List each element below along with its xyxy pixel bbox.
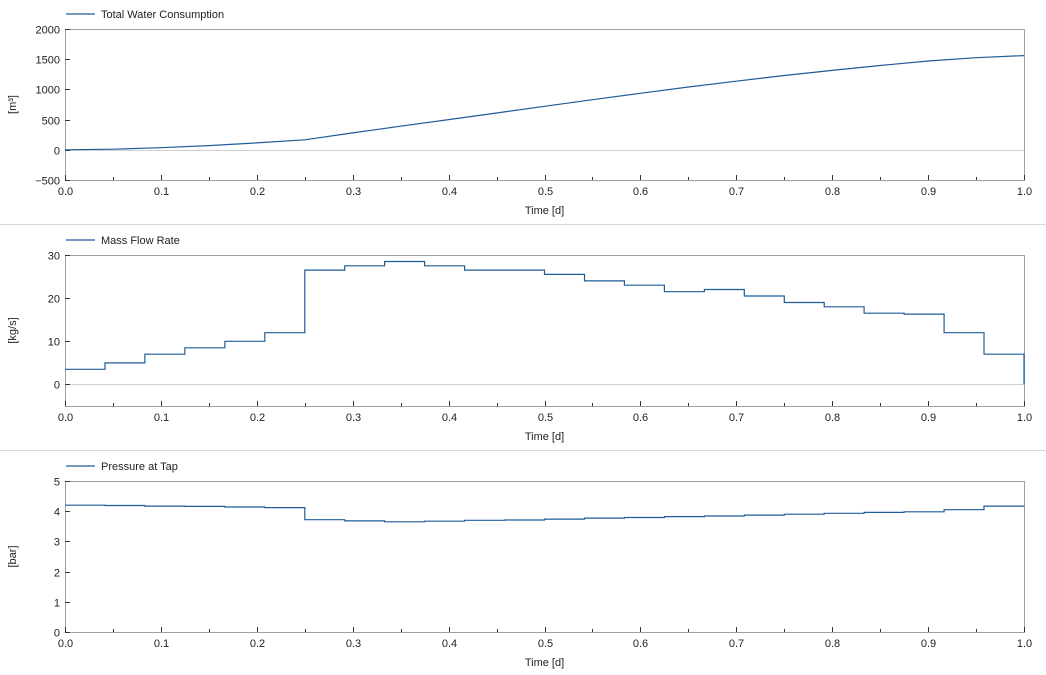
x-tick-label: 0.3 [346, 186, 361, 198]
y-tick-label: −500 [35, 176, 60, 188]
x-tick-label: 1.0 [1017, 186, 1032, 198]
series-line [65, 260, 1025, 385]
x-tick-label: 0.3 [346, 412, 361, 424]
legend: Mass Flow Rate [66, 235, 180, 247]
x-tick-label: 0.0 [58, 412, 73, 424]
x-tick-label: 0.5 [538, 638, 553, 650]
plot-frame [65, 29, 1025, 181]
x-tick-label: 0.2 [250, 412, 265, 424]
y-tick-label: 30 [48, 251, 60, 263]
x-tick-label: 0.6 [633, 412, 648, 424]
y-tick-label: 20 [48, 294, 60, 306]
x-tick-label: 0.9 [921, 186, 936, 198]
x-tick-label: 0.0 [58, 638, 73, 650]
x-tick-label: 0.4 [442, 412, 457, 424]
x-tick-label: 0.4 [442, 186, 457, 198]
x-axis-label: Time [d] [525, 431, 564, 443]
legend-label: Pressure at Tap [101, 461, 178, 473]
y-tick-label: 2 [54, 568, 60, 580]
legend: Pressure at Tap [66, 461, 178, 473]
y-tick-label: 4 [54, 507, 60, 519]
series-line [65, 504, 1025, 523]
x-tick-label: 0.2 [250, 186, 265, 198]
panel-mass-flow-rate: Mass Flow Rate 0.0 0.1 0.2 0.3 0.4 0.5 0.6 0.7 0… [7, 235, 1032, 443]
plot-frame [65, 255, 1025, 407]
y-tick-label: 0 [54, 146, 60, 158]
x-tick-label: 0.9 [921, 412, 936, 424]
y-tick-label: 2000 [36, 25, 60, 37]
x-tick-label: 1.0 [1017, 412, 1032, 424]
plot-area: 0.0 0.1 0.2 0.3 0.4 0.5 0.6 0.7 0.8 0.9 1.0 0 10 20 30 [48, 251, 1032, 425]
y-axis-label: [kg/s] [7, 317, 19, 343]
y-tick-label: 5 [54, 477, 60, 489]
x-tick-label: 0.8 [825, 186, 840, 198]
x-tick-label: 0.1 [154, 638, 169, 650]
plot-frame [65, 481, 1025, 633]
plot-area: 0.0 0.1 0.2 0.3 0.4 0.5 0.6 0.7 0.8 0.9 1.0 0 1 2 3 4 5 [54, 477, 1032, 651]
x-tick-label: 0.3 [346, 638, 361, 650]
x-tick-label: 0.9 [921, 638, 936, 650]
panel-total-water-consumption: Total Water Consumption 0.0 0.1 0.2 0.3 0.4 0… [7, 9, 1032, 217]
x-axis-label: Time [d] [525, 205, 564, 217]
x-tick-label: 0.1 [154, 186, 169, 198]
panel-pressure-at-tap: Pressure at Tap 0.0 0.1 0.2 0.3 0.4 0.5 0.6 0.7… [7, 461, 1032, 669]
x-tick-label: 0.8 [825, 638, 840, 650]
x-tick-label: 0.4 [442, 638, 457, 650]
x-tick-label: 0.8 [825, 412, 840, 424]
x-tick-label: 0.0 [58, 186, 73, 198]
y-axis-label: [bar] [7, 545, 19, 567]
y-tick-label: 1500 [36, 55, 60, 67]
x-tick-label: 0.1 [154, 412, 169, 424]
plot-area: 0.0 0.1 0.2 0.3 0.4 0.5 0.6 0.7 0.8 0.9 1.0 −500 0 50… [35, 25, 1032, 199]
x-tick-label: 0.2 [250, 638, 265, 650]
y-tick-label: 10 [48, 337, 60, 349]
x-tick-label: 0.5 [538, 412, 553, 424]
y-tick-label: 0 [54, 628, 60, 640]
y-tick-label: 3 [54, 537, 60, 549]
legend-label: Mass Flow Rate [101, 235, 180, 247]
x-tick-label: 0.7 [729, 638, 744, 650]
legend-label: Total Water Consumption [101, 9, 224, 21]
x-tick-label: 0.7 [729, 186, 744, 198]
y-tick-label: 500 [42, 116, 60, 128]
y-axis-label: [m³] [7, 95, 19, 114]
x-tick-label: 0.7 [729, 412, 744, 424]
x-tick-label: 1.0 [1017, 638, 1032, 650]
x-tick-label: 0.6 [633, 186, 648, 198]
series-line [64, 55, 1025, 151]
x-axis-label: Time [d] [525, 657, 564, 669]
y-tick-label: 1000 [36, 85, 60, 97]
x-tick-label: 0.5 [538, 186, 553, 198]
legend: Total Water Consumption [66, 9, 224, 21]
y-tick-label: 1 [54, 598, 60, 610]
x-tick-label: 0.6 [633, 638, 648, 650]
y-tick-label: 0 [54, 380, 60, 392]
